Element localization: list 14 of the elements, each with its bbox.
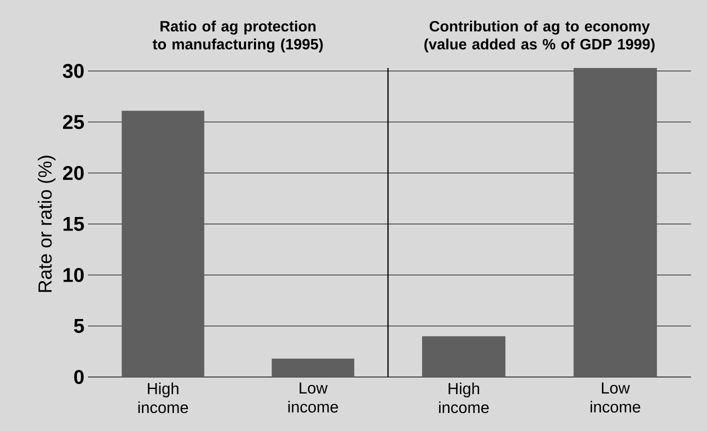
y-axis-title: Rate or ratio (%) [38,156,56,292]
y-tick-label: 5 [74,319,84,333]
y-tick-label: 30 [62,64,84,78]
y-tick-label: 10 [64,268,84,282]
chart-title: Ratio of ag protection to manufacturing (1995) [152,20,323,53]
x-tick-label: Low income [590,382,640,413]
y-tick-label: 20 [63,166,84,180]
y-tick-label: 15 [64,217,84,231]
x-tick-label: High income [439,382,489,414]
y-tick-label: 0 [74,370,84,384]
x-tick-label: High income [138,382,188,414]
x-tick-label: Low income [288,382,338,413]
y-tick-label: 25 [63,114,84,130]
chart-title: Contribution of ag to economy (value added as % of GDP 1999) [424,20,655,52]
